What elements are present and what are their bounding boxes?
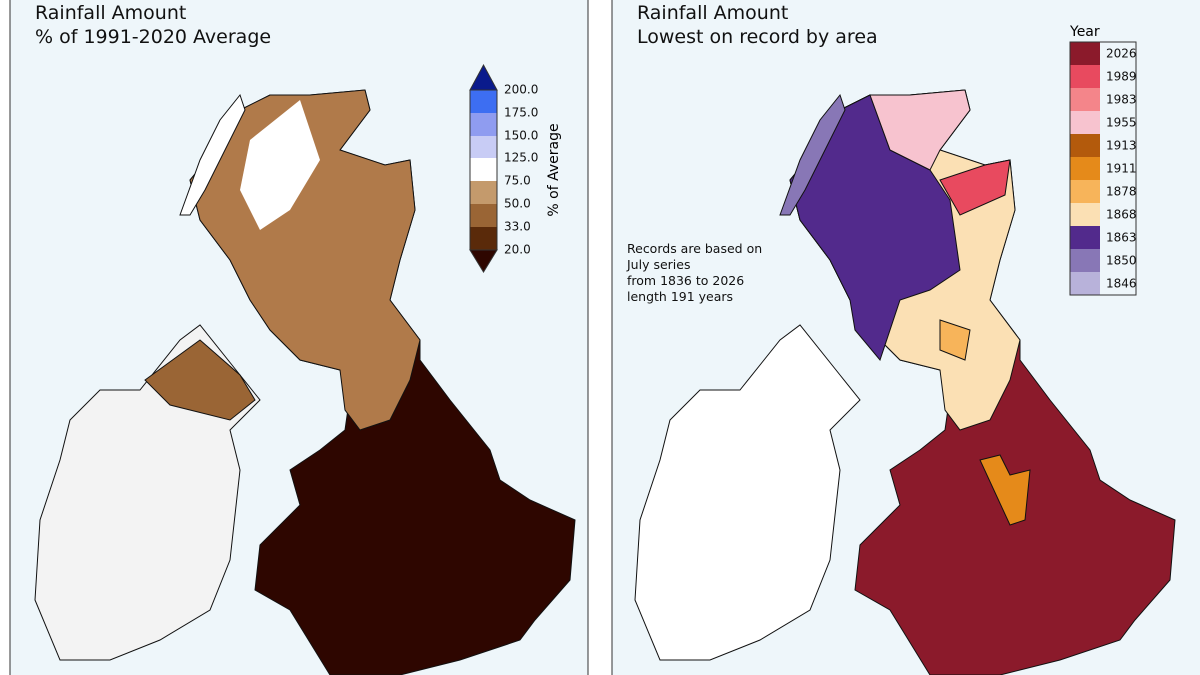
legend-frame [1069,41,1137,296]
colorbar-bin [470,158,497,181]
subtitle: Lowest on record by area [637,26,878,48]
legend-swatch [1070,42,1100,65]
legend-entry: 1913 [1106,139,1137,153]
title: Rainfall Amount [35,2,186,24]
western-highlands [240,100,320,230]
title: Rainfall Amount [637,2,788,24]
colorbar-bin [470,227,497,250]
legend-swatch [1070,226,1100,249]
region-1955 [869,89,971,171]
region-1911 [979,454,1031,526]
legend-entry: 1868 [1106,208,1137,222]
legend-entry: 1846 [1106,277,1137,291]
legend-swatch [1070,203,1100,226]
legend-entry: 1863 [1106,231,1137,245]
colorbar-label: % of Average [546,123,562,216]
left-panel: Rainfall Amount % of 1991-2020 Average 2… [9,0,589,675]
colorbar-bin [470,90,497,113]
colorbar-bin [470,204,497,227]
colorbar-bin [470,113,497,136]
colorbar-tick: 200.0 [504,83,538,97]
colorbar-frame [469,89,498,251]
legend-swatch [1070,111,1100,134]
legend-swatch [1070,88,1100,111]
legend: Year 2026 1989 1983 1955 1913 1911 [1069,24,1137,296]
colorbar-tick: 75.0 [504,174,531,188]
legend-title: Year [1069,24,1100,40]
region-1989 [939,159,1011,216]
note-line: Records are based on [627,241,762,256]
colorbar-tick: 175.0 [504,106,538,120]
colorbar-bin [470,181,497,204]
right-panel: Rainfall Amount Lowest on record by area… [611,0,1200,675]
legend-entry: 2026 [1106,47,1137,61]
legend-entry: 1878 [1106,185,1137,199]
colorbar-tick: 33.0 [504,220,531,234]
note-line: July series [626,257,690,272]
legend-entry: 1983 [1106,93,1137,107]
legend-entry: 1989 [1106,70,1137,84]
legend-swatch [1070,157,1100,180]
northern-ireland [144,339,256,421]
legend-entry: 1850 [1106,254,1137,268]
note-line: from 1836 to 2026 [627,273,744,288]
subtitle: % of 1991-2020 Average [35,26,271,48]
legend-entry: 1955 [1106,116,1137,130]
colorbar-tick: 50.0 [504,197,531,211]
legend-rows: 2026 1989 1983 1955 1913 1911 1878 1868 … [1069,41,1137,296]
colorbar-tick: 150.0 [504,129,538,143]
legend-swatch [1070,134,1100,157]
legend-swatch [1070,249,1100,272]
colorbar-bin [470,136,497,158]
colorbar-tick: 125.0 [504,151,538,165]
region-1878 [939,319,971,361]
legend-swatch [1070,65,1100,88]
legend-entry: 1911 [1106,162,1137,176]
colorbar: 200.0 175.0 150.0 125.0 75.0 50.0 33.0 2… [469,63,562,273]
legend-swatch [1070,272,1100,295]
legend-swatch [1070,180,1100,203]
note-line: length 191 years [627,289,733,304]
colorbar-tick: 20.0 [504,243,531,257]
